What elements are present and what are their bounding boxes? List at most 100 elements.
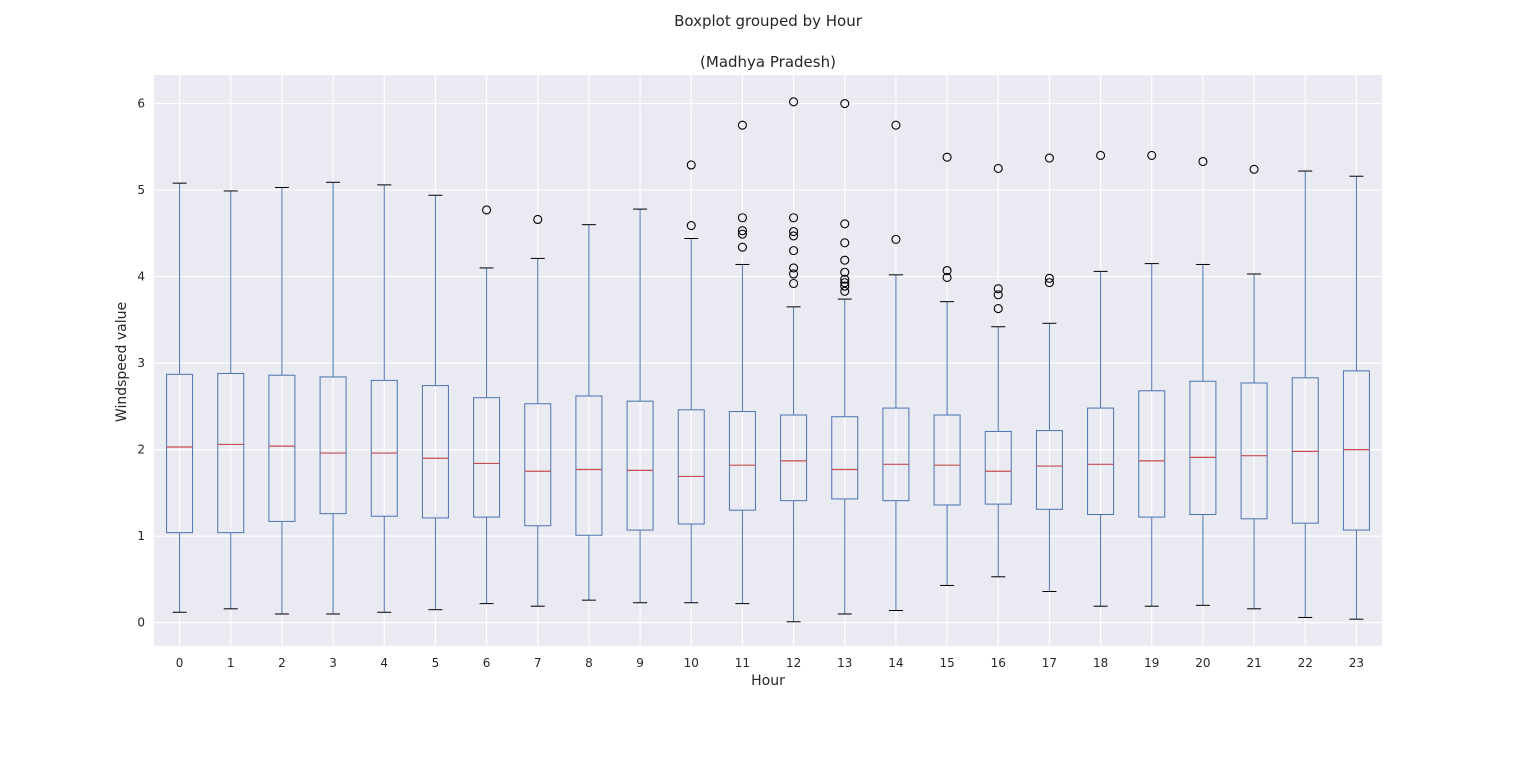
x-tick-label: 8 [585,656,593,670]
chart-title: (Madhya Pradesh) [700,53,836,71]
chart-suptitle: Boxplot grouped by Hour [674,12,862,30]
outlier-point [840,274,850,284]
box [166,373,194,534]
box [728,411,756,511]
outlier-point [789,246,799,256]
x-tick-label: 13 [837,656,852,670]
outlier-point [942,152,952,162]
box [984,430,1012,505]
x-tick-label: 16 [991,656,1006,670]
x-tick-label: 19 [1144,656,1159,670]
outlier-point [942,265,952,276]
box [575,395,603,536]
y-tick-label: 2 [137,443,145,457]
outlier-point [789,97,799,107]
x-tick-label: 7 [534,656,542,670]
x-axis-label: Hour [751,673,785,689]
x-tick-label: 20 [1195,656,1210,670]
outlier-point [1147,150,1157,161]
box [473,397,501,518]
outlier-point [737,120,747,130]
box [370,379,398,517]
box [831,416,859,500]
outlier-point [686,160,696,170]
y-tick-label: 0 [137,616,145,630]
outlier-point [737,229,747,239]
x-tick-label: 21 [1246,656,1261,670]
outlier-point [942,272,952,282]
y-tick-label: 1 [137,529,145,543]
outlier-point [840,219,850,229]
x-tick-label: 5 [432,656,440,670]
outlier-point [1198,156,1208,167]
box [626,400,654,531]
x-tick-label: 17 [1042,656,1057,670]
x-tick-label: 12 [786,656,801,670]
x-tick-label: 0 [176,656,184,670]
x-tick-label: 14 [888,656,903,670]
outlier-point [840,99,850,109]
y-tick-label: 4 [137,270,145,284]
outlier-point [1044,273,1054,283]
box [1138,390,1166,518]
outlier-point [891,234,901,244]
outlier-point [993,163,1003,173]
outlier-point [789,227,799,237]
y-tick-label: 6 [137,97,145,111]
outlier-point [840,286,850,296]
outlier-point [737,226,747,236]
outlier-point [533,214,543,225]
outlier-point [789,231,799,241]
x-tick-label: 2 [278,656,286,670]
outlier-point [789,213,799,223]
x-tick-label: 23 [1349,656,1364,670]
box [882,407,910,502]
plot-background [154,75,1382,646]
x-tick-label: 6 [483,656,491,670]
outlier-point [840,267,850,277]
outlier-point [993,284,1003,294]
box [217,372,245,534]
box [1291,377,1319,524]
box [524,403,552,527]
outlier-point [840,278,850,288]
x-tick-label: 1 [227,656,235,670]
box [780,414,808,502]
outlier-point [840,281,850,291]
x-tick-label: 15 [939,656,954,670]
outlier-point [737,242,747,252]
outlier-point [891,120,901,130]
outlier-point [482,205,492,215]
outlier-point [789,269,799,279]
x-tick-label: 22 [1298,656,1313,670]
outlier-point [840,255,850,265]
outlier-point [1044,153,1054,163]
outlier-point [840,238,850,248]
x-tick-label: 11 [735,656,750,670]
y-tick-label: 3 [137,356,145,370]
box [1035,430,1063,510]
outlier-point [1044,278,1054,288]
outlier-point [993,290,1003,300]
outlier-point [686,220,696,231]
x-tick-label: 4 [380,656,388,670]
x-tick-label: 18 [1093,656,1108,670]
x-tick-label: 3 [329,656,337,670]
outlier-point [993,304,1003,314]
box [1342,370,1370,531]
x-tick-label: 9 [636,656,644,670]
box [1189,380,1217,515]
box [933,414,961,506]
box [1240,382,1268,520]
box [319,376,347,515]
outlier-point [1096,150,1106,161]
outlier-point [789,263,799,273]
box [1087,407,1115,515]
outlier-point [737,213,747,223]
box [421,385,449,519]
y-tick-label: 5 [137,183,145,197]
outlier-point [789,278,799,289]
box [677,409,705,525]
